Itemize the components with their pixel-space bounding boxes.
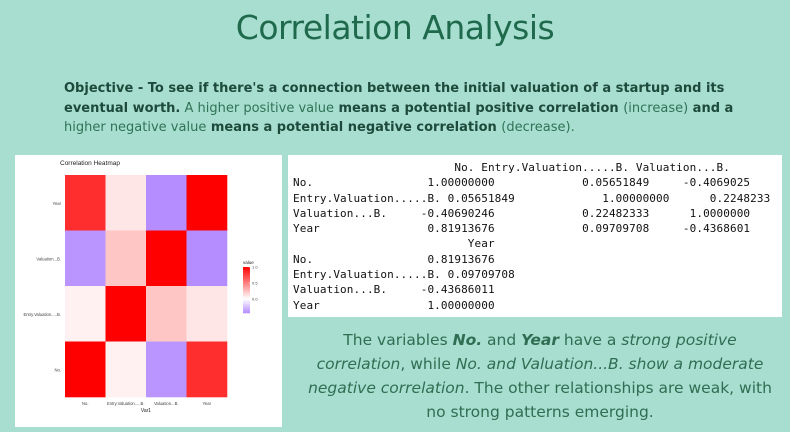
- summary-part: strong positive correlation: [316, 331, 737, 373]
- legend-gradient-step: [243, 291, 250, 294]
- legend-gradient-step: [243, 309, 250, 312]
- legend-gradient-step: [243, 276, 250, 279]
- legend-gradient-step: [243, 277, 250, 280]
- summary-part: Year: [521, 331, 559, 349]
- summary-text: The variables No. and Year have a strong…: [300, 328, 780, 424]
- objective-part: Objective - To see if there's a connecti…: [64, 81, 725, 116]
- legend-tick-label: 0.5: [252, 280, 258, 285]
- legend-gradient-step: [243, 285, 250, 288]
- objective-part: A: [180, 100, 198, 116]
- legend-gradient-step: [243, 299, 250, 302]
- heatmap-cell: [146, 341, 187, 398]
- heatmap-cell: [65, 286, 106, 342]
- objective-part: higher positive value: [197, 100, 334, 116]
- heatmap-cell: [105, 286, 147, 342]
- summary-part: No.: [452, 331, 483, 349]
- legend-gradient-step: [243, 283, 250, 286]
- legend-gradient-step: [243, 294, 250, 297]
- heatmap-cell: [186, 286, 228, 342]
- legend-gradient-step: [243, 300, 250, 303]
- summary-part: have a: [558, 331, 622, 349]
- legend-gradient-step: [243, 288, 250, 291]
- objective-part: means a potential positive correlation: [333, 100, 624, 116]
- summary-part: . The other relationships are weak, with…: [426, 379, 772, 421]
- table-line: No. 0.81913676: [293, 252, 495, 266]
- legend-gradient-step: [243, 290, 250, 292]
- objective-part: means a potential negative correlation: [206, 120, 502, 135]
- summary-part: No. and Valuation...B. show a moderate n…: [308, 355, 764, 397]
- heatmap-cell: [65, 175, 106, 231]
- x-tick-label: Year: [203, 401, 212, 406]
- legend-gradient-step: [243, 311, 250, 314]
- legend-gradient-step: [243, 282, 250, 285]
- x-axis-label: Var1: [141, 408, 151, 414]
- y-tick-label: Year: [53, 201, 62, 206]
- objective-part: higher negative value: [64, 120, 207, 135]
- summary-part: and: [482, 331, 522, 349]
- correlation-table-card: No. Entry.Valuation.....B. Valuation...B…: [288, 155, 782, 317]
- legend-tick-label: 0.0: [252, 296, 258, 301]
- legend-gradient-step: [243, 305, 250, 308]
- heatmap-cell: [105, 230, 147, 287]
- x-tick-label: Valuation...B.: [154, 401, 179, 406]
- y-tick-label: Valuation...B.: [36, 256, 61, 261]
- x-tick-label: Entry.Valuation.....B.: [107, 401, 145, 406]
- correlation-table-output: No. Entry.Valuation.....B. Valuation...B…: [288, 155, 782, 313]
- legend-gradient-step: [243, 279, 250, 282]
- x-tick-label: No.: [82, 401, 89, 406]
- heatmap-cell: [105, 175, 147, 231]
- legend-gradient-step: [243, 286, 250, 289]
- legend-gradient-step: [243, 280, 250, 283]
- summary-part: The variables: [343, 331, 453, 349]
- heatmap-cell: [186, 175, 228, 231]
- legend-gradient-step: [243, 308, 250, 311]
- heatmap-cell: [186, 230, 228, 287]
- legend-gradient-step: [243, 302, 250, 305]
- heatmap-cell: [186, 341, 228, 398]
- legend-gradient-step: [243, 297, 250, 300]
- heatmap-cell: [105, 341, 147, 398]
- objective-part: and a: [688, 100, 734, 116]
- legend-gradient-step: [243, 306, 250, 309]
- objective-part: (increase): [623, 100, 689, 116]
- table-line: Year 1.00000000: [293, 298, 495, 312]
- legend-gradient-step: [243, 271, 250, 274]
- objective-text: Objective - To see if there's a connecti…: [64, 79, 740, 138]
- table-line: No. 1.00000000 0.05651849 -0.4069025: [293, 176, 751, 190]
- correlation-heatmap: Correlation Heatmap Year Valuation...B. Ent…: [23, 160, 258, 414]
- table-line: Entry.Valuation.....B. 0.05651849 1.0000…: [293, 191, 771, 205]
- legend-tick-label: 1.0: [252, 265, 258, 270]
- legend-gradient-step: [243, 267, 250, 269]
- legend-gradient-step: [243, 274, 250, 277]
- legend-gradient-step: [243, 270, 250, 272]
- correlation-heatmap-card: Correlation Heatmap Year Valuation...B. Ent…: [15, 155, 282, 427]
- table-line: Entry.Valuation.....B. 0.09709708: [293, 268, 515, 282]
- chart-title: Correlation Heatmap: [60, 160, 120, 167]
- heatmap-cell: [146, 230, 187, 287]
- legend-gradient-step: [243, 273, 250, 275]
- legend-title: value: [243, 260, 254, 265]
- heatmap-cell: [65, 341, 106, 398]
- table-line: Valuation...B. -0.43686011: [293, 283, 495, 297]
- legend-gradient-step: [243, 268, 250, 271]
- y-tick-label: Entry.Valuation.....B.: [23, 312, 61, 317]
- table-line: Year: [293, 237, 495, 251]
- table-line: Year 0.81913676 0.09709708 -0.4368601: [293, 222, 751, 236]
- heatmap-cell: [146, 286, 187, 342]
- legend-gradient-step: [243, 303, 250, 306]
- table-line: Valuation...B. -0.40690246 0.22482333 1.…: [293, 206, 751, 220]
- page-title: Correlation Analysis: [235, 8, 555, 47]
- summary-part: , while: [400, 355, 456, 373]
- objective-part: (decrease).: [501, 120, 575, 135]
- heatmap-cell: [65, 230, 106, 287]
- heatmap-cell: [146, 175, 187, 231]
- y-tick-label: No.: [54, 367, 61, 372]
- legend-gradient-step: [243, 296, 250, 298]
- table-line: No. Entry.Valuation.....B. Valuation...B…: [293, 161, 730, 174]
- legend-gradient-step: [243, 293, 250, 295]
